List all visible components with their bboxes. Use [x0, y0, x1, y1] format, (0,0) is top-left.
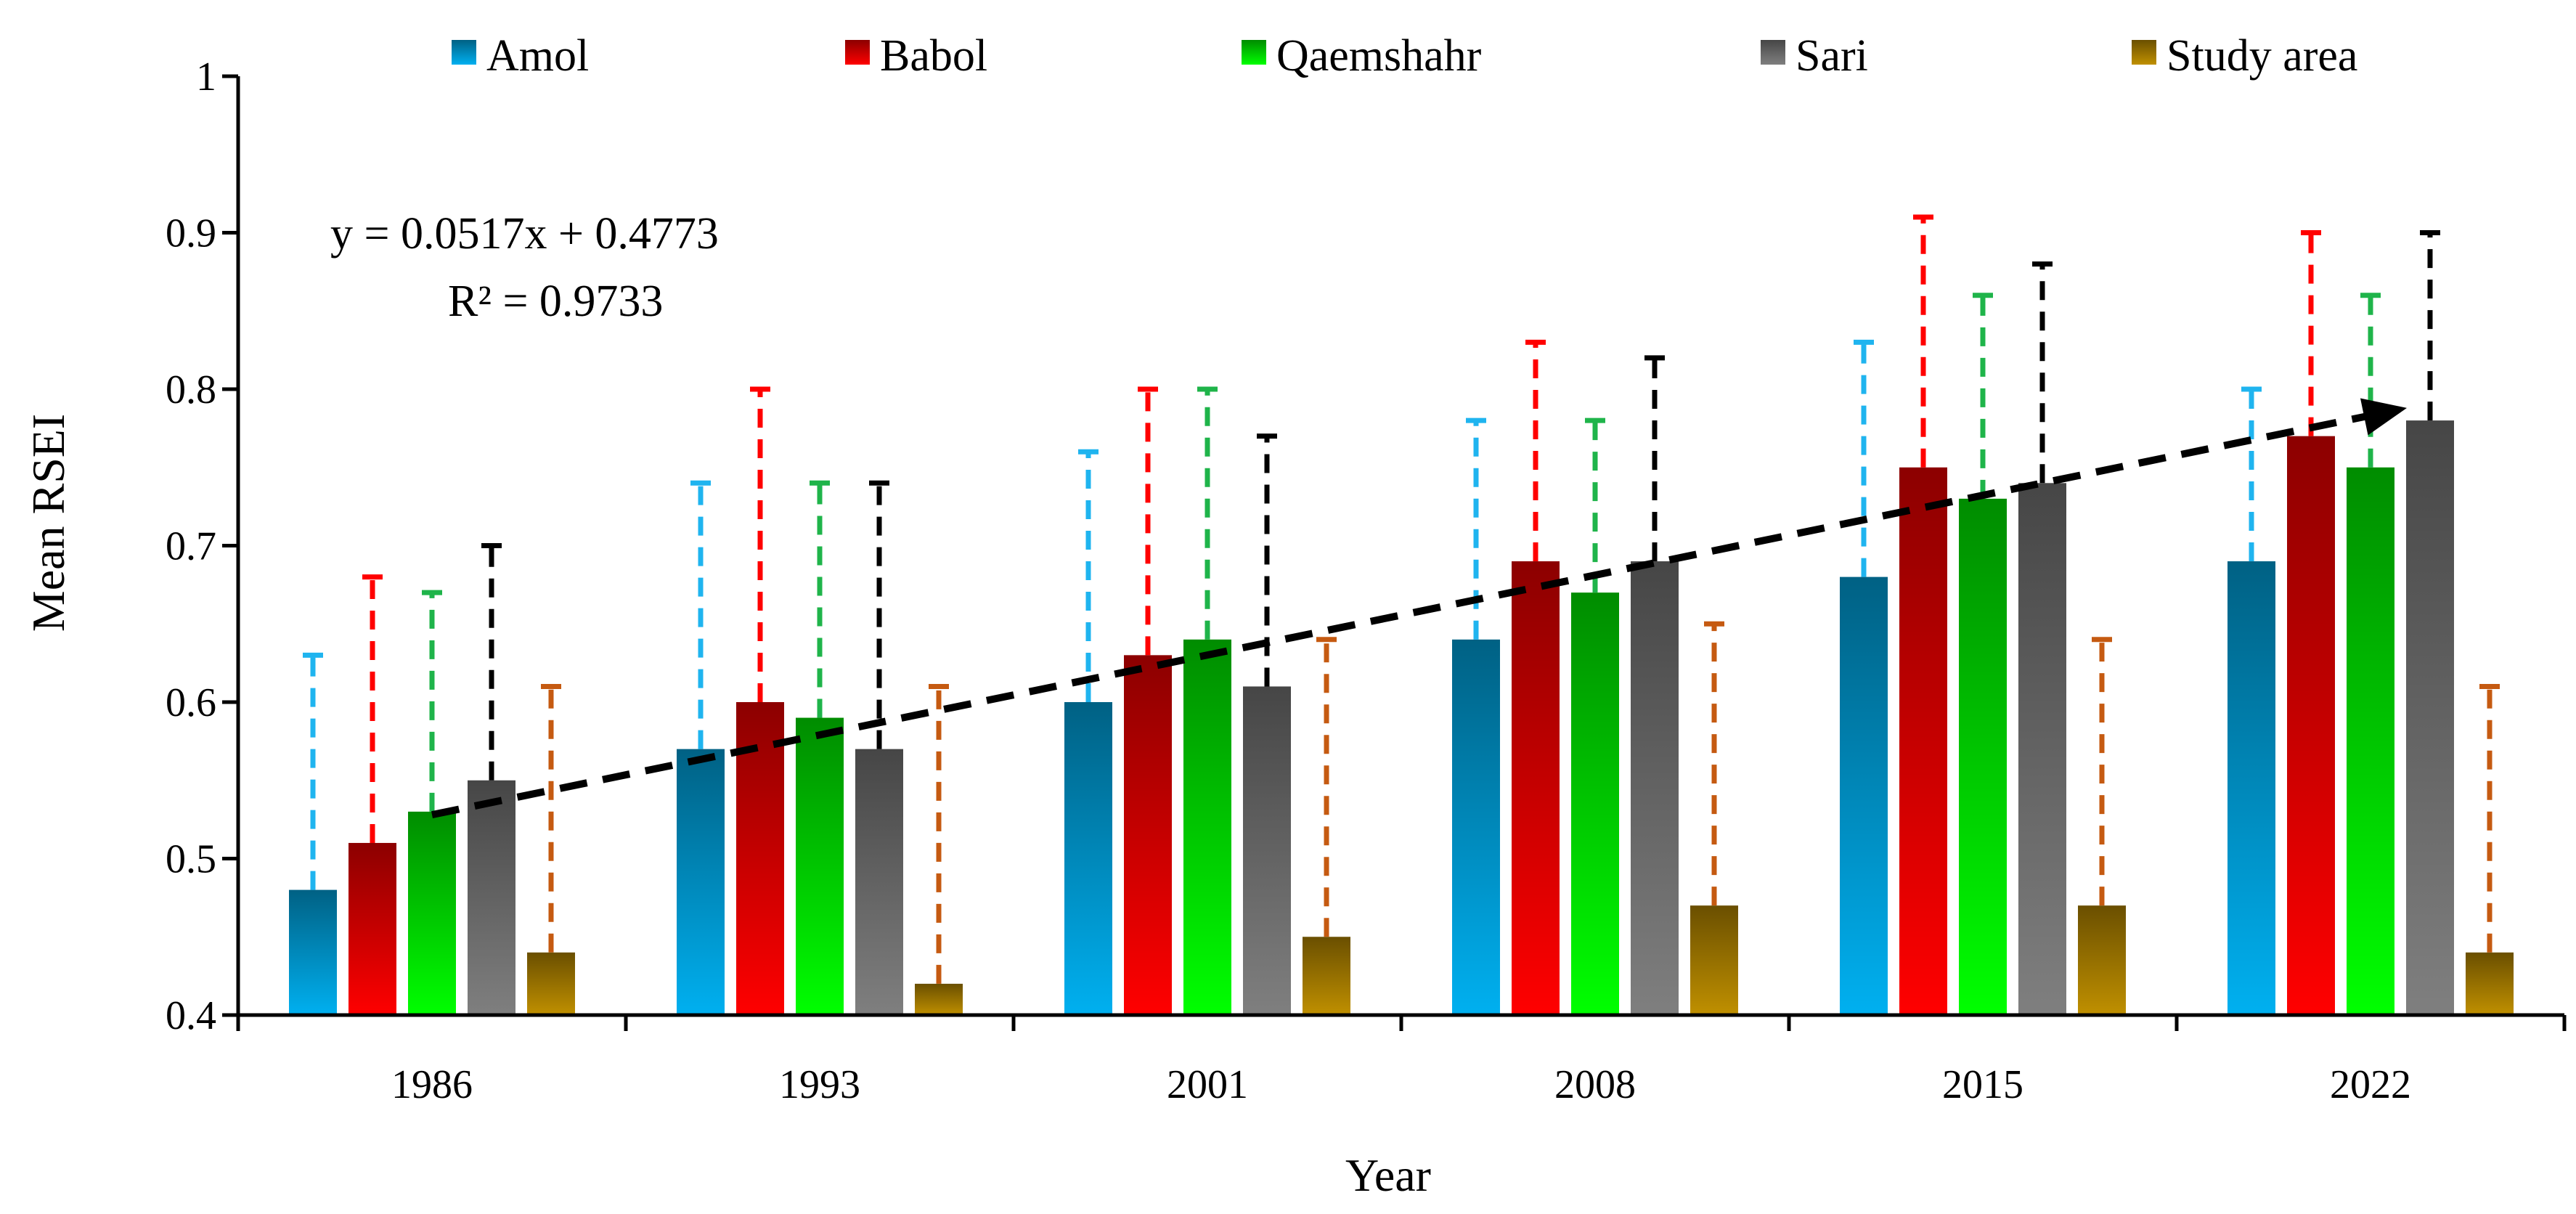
bar-amol-2008	[1452, 639, 1500, 1015]
bar-sari-1993	[855, 749, 903, 1015]
y-tick-label-0.4: 0.4	[166, 993, 216, 1038]
bar-study-area-2001	[1303, 937, 1350, 1015]
bar-babol-2022	[2287, 436, 2335, 1015]
legend-label-study-area: Study area	[2167, 31, 2357, 81]
bar-babol-1993	[736, 702, 784, 1015]
bar-amol-1993	[677, 749, 725, 1015]
trendline-equation: y = 0.0517x + 0.4773 R² = 0.9733	[330, 209, 719, 326]
x-tick-label-2008: 2008	[1554, 1062, 1636, 1107]
trendline-r-squared-text: R² = 0.9733	[448, 277, 663, 326]
legend-label-qaemshahr: Qaemshahr	[1276, 31, 1482, 81]
trendline-arrowhead	[2360, 398, 2407, 436]
bar-study-area-2015	[2078, 905, 2126, 1015]
bar-sari-1986	[468, 780, 515, 1015]
trendline-equation-text: y = 0.0517x + 0.4773	[330, 209, 719, 258]
x-tick-label-1986: 1986	[391, 1062, 473, 1107]
bar-study-area-2008	[1690, 905, 1738, 1015]
legend-label-amol: Amol	[486, 31, 589, 81]
x-tick-label-2001: 2001	[1167, 1062, 1248, 1107]
y-tick-label-1: 1	[196, 54, 216, 99]
bar-qaemshahr-1986	[408, 811, 456, 1015]
trendline	[431, 398, 2407, 819]
legend-swatch-amol	[452, 40, 476, 65]
legend-label-sari: Sari	[1796, 31, 1868, 81]
legend-swatch-sari	[1761, 40, 1785, 65]
legend: Amol Babol Qaemshahr Sari Study area	[452, 31, 2357, 81]
x-tick-label-2022: 2022	[2330, 1062, 2411, 1107]
y-tick-label-0.6: 0.6	[166, 680, 216, 725]
trendline-line	[431, 410, 2379, 819]
bar-qaemshahr-2015	[1959, 498, 2007, 1015]
legend-label-babol: Babol	[880, 31, 987, 81]
x-tick-label-1993: 1993	[779, 1062, 860, 1107]
x-axis-title: Year	[1345, 1149, 1431, 1201]
bar-amol-2015	[1840, 577, 1888, 1015]
bar-amol-2022	[2227, 561, 2275, 1015]
bar-babol-1986	[349, 842, 396, 1015]
y-tick-label-0.5: 0.5	[166, 837, 216, 882]
bar-sari-2015	[2018, 483, 2066, 1015]
y-axis-title: Mean RSEI	[23, 414, 74, 632]
legend-swatch-babol	[845, 40, 870, 65]
bar-qaemshahr-2022	[2347, 467, 2394, 1015]
bar-qaemshahr-1993	[796, 717, 844, 1015]
x-tick-label-2015: 2015	[1942, 1062, 2023, 1107]
bar-sari-2001	[1243, 686, 1291, 1015]
y-tick-label-0.9: 0.9	[166, 211, 216, 256]
bar-babol-2008	[1512, 561, 1560, 1015]
bar-amol-1986	[289, 889, 337, 1015]
bar-qaemshahr-2001	[1183, 639, 1231, 1015]
bar-amol-2001	[1064, 702, 1112, 1015]
bar-babol-2015	[1899, 467, 1947, 1015]
bars	[289, 420, 2514, 1015]
bar-sari-2022	[2406, 420, 2454, 1015]
bar-study-area-1993	[915, 983, 963, 1015]
error-bars	[303, 214, 2500, 984]
bar-study-area-1986	[527, 952, 575, 1015]
bar-babol-2001	[1124, 655, 1172, 1015]
y-tick-label-0.8: 0.8	[166, 367, 216, 412]
legend-swatch-qaemshahr	[1242, 40, 1266, 65]
legend-swatch-study-area	[2132, 40, 2156, 65]
bar-study-area-2022	[2466, 952, 2514, 1015]
bar-qaemshahr-2008	[1571, 592, 1619, 1015]
y-tick-label-0.7: 0.7	[166, 524, 216, 569]
axes: 0.4 0.5 0.6 0.7 0.8 0.9 1 1986 1993 2001 2008 2015 2…	[166, 54, 2567, 1107]
bar-sari-2008	[1631, 561, 1679, 1015]
